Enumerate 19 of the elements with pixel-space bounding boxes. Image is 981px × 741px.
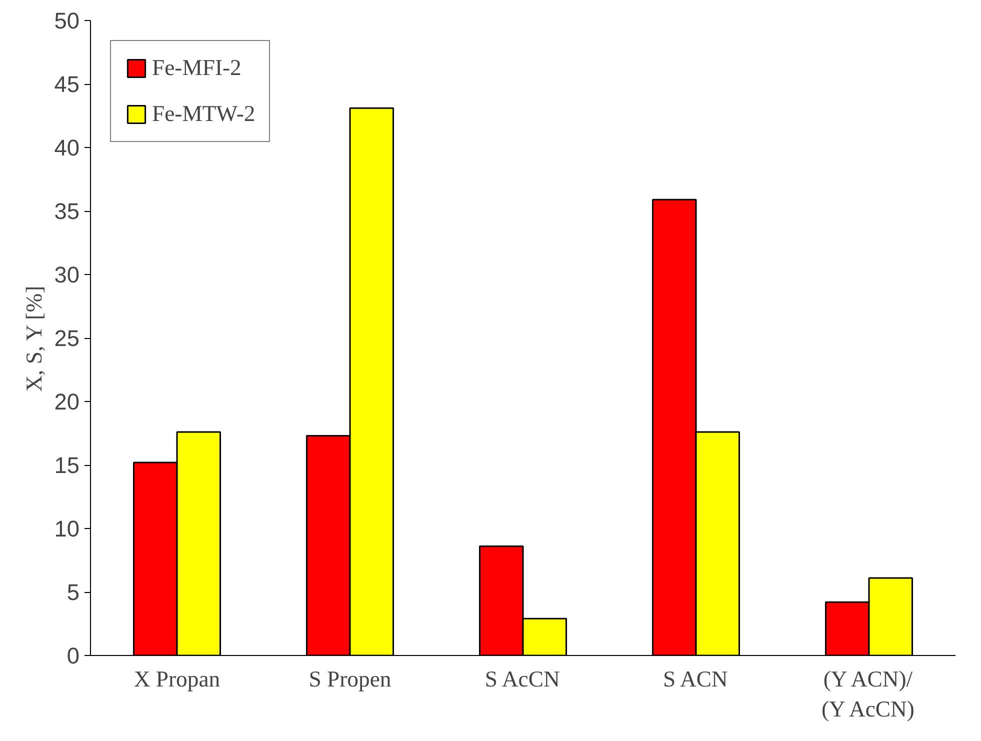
y-axis-title: X, S, Y [%] (21, 286, 46, 392)
legend-label: Fe-MFI-2 (152, 55, 242, 81)
x-tick-label: S AcCN (484, 666, 560, 692)
y-tick-label: 15 (54, 452, 80, 478)
legend-label: Fe-MTW-2 (152, 101, 256, 127)
y-tick-label: 0 (66, 642, 80, 668)
y-tick-label: 10 (54, 516, 80, 542)
x-tick-label: S ACN (662, 666, 728, 692)
y-tick-label: 20 (54, 388, 80, 414)
y-tick-label: 35 (54, 198, 80, 224)
x-tick-label: (Y ACN)/ (Y AcCN) (821, 666, 914, 722)
y-tick-label: 40 (54, 134, 80, 160)
y-tick-label: 30 (54, 262, 80, 288)
y-tick-label: 25 (54, 325, 80, 351)
y-tick-label: 50 (54, 8, 80, 34)
x-tick-label: S Propen (308, 666, 392, 692)
y-tick-label: 5 (66, 579, 80, 605)
x-tick-label: X Propan (134, 666, 220, 692)
y-tick-label: 45 (54, 71, 80, 97)
